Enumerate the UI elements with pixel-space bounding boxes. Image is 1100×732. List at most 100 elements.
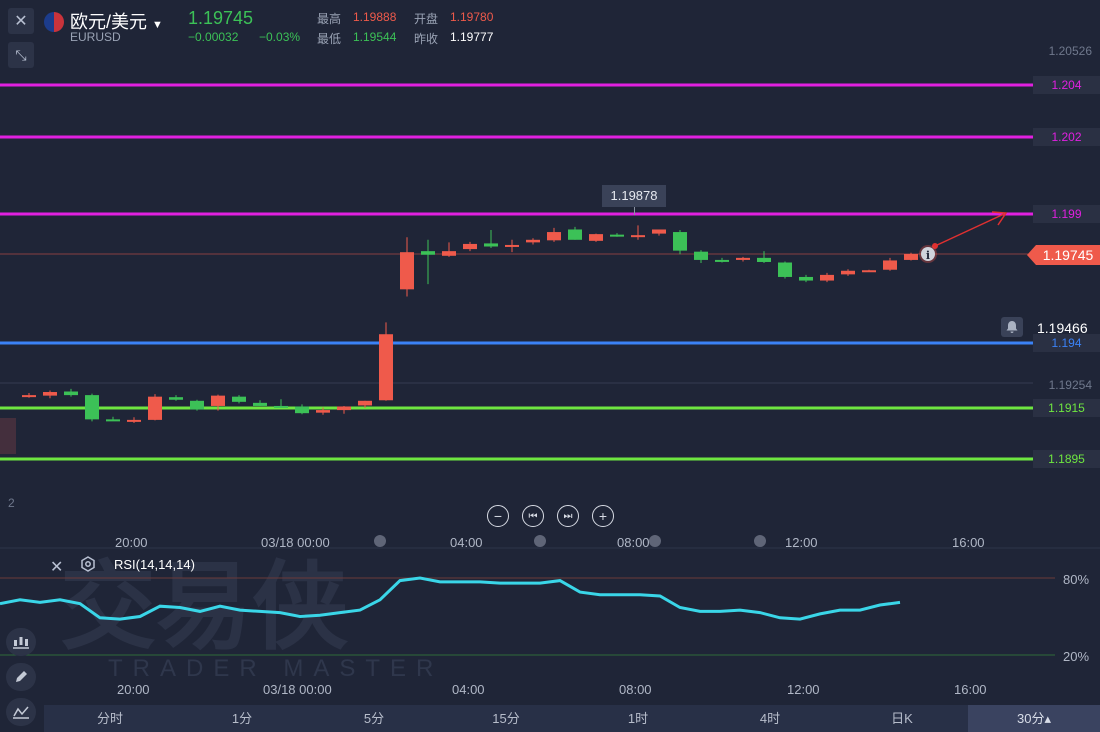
indicator-name: RSI(14,14,14) xyxy=(114,557,195,572)
zoom-out-button[interactable]: − xyxy=(487,505,509,527)
candle-body xyxy=(484,243,498,247)
candle-body xyxy=(799,276,813,281)
indicator-settings-button[interactable] xyxy=(80,556,96,577)
eu-us-flag-icon xyxy=(44,12,64,32)
watermark-cn: 交易侠 xyxy=(60,551,349,663)
candle-body xyxy=(904,253,918,260)
collapse-icon: ⤡ xyxy=(15,46,27,63)
rsi-series xyxy=(0,576,901,621)
current-price-tag: 1.19745 xyxy=(1036,245,1100,265)
candle-body xyxy=(862,270,876,273)
candle-body xyxy=(652,229,666,234)
time-tick: 04:00 xyxy=(450,535,483,550)
tab-1min[interactable]: 1分 xyxy=(231,711,253,726)
open-value: 1.19780 xyxy=(450,10,494,24)
candle-body xyxy=(400,252,414,290)
candle-body xyxy=(43,392,57,396)
draw-tool-button[interactable] xyxy=(6,663,36,691)
candle-body xyxy=(757,257,771,262)
tab-15min[interactable]: 15分 xyxy=(492,711,520,726)
timeframe-tabs: 分时 1分 5分 15分 1时 4时 日K 30分▴ xyxy=(44,705,1100,732)
watermark-en: TRADER MASTER xyxy=(108,655,443,682)
alert-price: 1.19466 xyxy=(1037,320,1088,336)
skip-forward-icon: ⏭ xyxy=(563,510,573,522)
candle-body xyxy=(22,395,36,398)
trend-line-icon xyxy=(13,706,29,719)
indicator-close-button[interactable]: ✕ xyxy=(50,557,63,577)
prev-close-value: 1.19777 xyxy=(450,30,494,44)
candle-body xyxy=(589,234,603,241)
time-tick: 03/18 00:00 xyxy=(263,682,332,697)
time-tick: 08:00 xyxy=(619,682,652,697)
candle-body xyxy=(64,391,78,396)
level-label: 1.204 xyxy=(1033,76,1100,94)
tab-timeshare[interactable]: 分时 xyxy=(96,711,123,726)
close-button[interactable]: ✕ xyxy=(8,8,34,34)
candle-body xyxy=(421,251,435,255)
tab-4hour[interactable]: 4时 xyxy=(759,711,781,726)
level-label: 1.1915 xyxy=(1033,399,1100,417)
arrow-head-icon xyxy=(991,211,1008,226)
open-label: 开盘 xyxy=(414,12,439,26)
tab-daily[interactable]: 日K xyxy=(891,711,913,726)
forecast-arrow xyxy=(934,213,1005,247)
price-tag-pointer xyxy=(1027,245,1036,265)
time-tick: 03/18 00:00 xyxy=(261,535,330,550)
high-marker-label: 1.19878 xyxy=(602,185,666,207)
time-tick: 20:00 xyxy=(117,682,150,697)
settings-icon xyxy=(81,556,95,572)
watermark: 交易侠 TRADER MASTER xyxy=(60,551,443,682)
candle-body xyxy=(883,260,897,270)
price-chart[interactable]: 交易侠 TRADER MASTER i xyxy=(0,0,1100,705)
candle-body xyxy=(442,251,456,256)
candle-body xyxy=(169,397,183,400)
tab-1hour[interactable]: 1时 xyxy=(627,711,649,726)
level-label: 1.194 xyxy=(1033,334,1100,352)
candle-body xyxy=(253,402,267,406)
scroll-dot xyxy=(649,535,661,547)
candle-body xyxy=(610,234,624,237)
line-tool-button[interactable] xyxy=(6,698,36,726)
level-label: 1.199 xyxy=(1033,205,1100,223)
zoom-in-button[interactable]: + xyxy=(592,505,614,527)
candle-body xyxy=(463,243,477,250)
candle-body xyxy=(358,400,372,406)
tab-30min[interactable]: 30分▴ xyxy=(968,705,1100,732)
level-label: 1.1895 xyxy=(1033,450,1100,468)
candle-body xyxy=(778,262,792,277)
price-tick: 1.19254 xyxy=(1048,378,1092,392)
chevron-down-icon: ▼ xyxy=(152,19,163,31)
time-tick: 16:00 xyxy=(954,682,987,697)
scroll-start-button[interactable]: ⏮ xyxy=(522,505,544,527)
close-icon: ✕ xyxy=(14,13,28,30)
collapse-button[interactable]: ⤡ xyxy=(8,42,34,68)
level-label: 1.202 xyxy=(1033,128,1100,146)
scroll-end-button[interactable]: ⏭ xyxy=(557,505,579,527)
candle-body xyxy=(631,235,645,238)
candle-body xyxy=(715,259,729,262)
candles-icon xyxy=(13,637,29,649)
candle-body xyxy=(673,232,687,251)
bell-icon xyxy=(1006,321,1018,333)
tab-5min[interactable]: 5分 xyxy=(363,711,385,726)
instrument-title[interactable]: 欧元/美元 ▼ xyxy=(70,8,163,34)
alert-button[interactable] xyxy=(1001,317,1023,337)
candle-body xyxy=(127,419,141,422)
candle-body xyxy=(694,251,708,260)
high-value: 1.19888 xyxy=(353,10,397,24)
svg-text:i: i xyxy=(926,249,930,262)
candle-body xyxy=(295,406,309,414)
candle-body xyxy=(274,405,288,408)
scroll-dot xyxy=(374,535,386,547)
last-price: 1.19745 xyxy=(188,8,254,28)
candle-body xyxy=(85,395,99,420)
candle-body xyxy=(820,274,834,281)
candle-body xyxy=(232,396,246,402)
partial-price-tick: 2 xyxy=(8,496,15,510)
indicator-tool-button[interactable] xyxy=(6,628,36,656)
time-tick: 08:00 xyxy=(617,535,650,550)
instrument-symbol: EURUSD xyxy=(70,30,121,44)
rsi-level-low: 20% xyxy=(1063,649,1090,664)
info-icon[interactable] xyxy=(921,247,935,261)
price-change-pct: −0.03% xyxy=(259,30,301,44)
